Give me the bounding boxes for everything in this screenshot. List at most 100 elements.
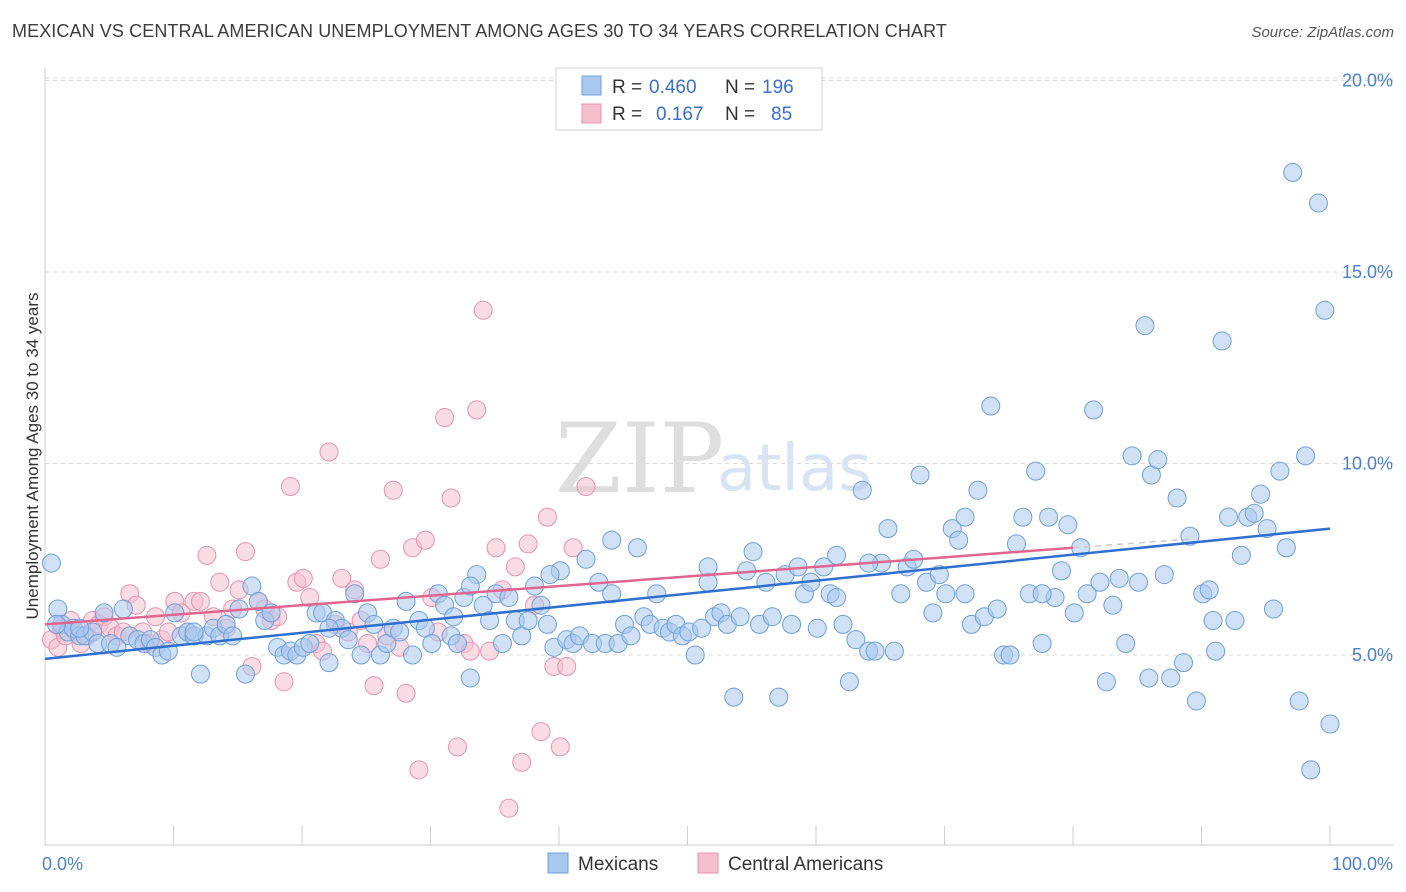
mexicans-point [1301, 760, 1321, 780]
mexicans-point [1090, 572, 1110, 592]
mexicans-point [621, 626, 641, 646]
central-americans-point [447, 737, 467, 757]
mexicans-point [1096, 672, 1116, 692]
trend-lines [44, 527, 1331, 661]
mexicans-point [743, 542, 763, 562]
x-tick-label-0: 0.0% [42, 854, 83, 874]
mexicans-point [1026, 461, 1046, 481]
mexicans-point [846, 630, 866, 650]
legend-n-label-2: N = [725, 104, 755, 125]
central-americans-point [441, 488, 461, 508]
mexicans-point [1315, 300, 1335, 320]
central-americans-point [383, 480, 403, 500]
legend-n-value-1: 196 [762, 77, 794, 98]
central-americans-point [396, 683, 416, 703]
central-americans-point [435, 408, 455, 428]
mexicans-point [1161, 668, 1181, 688]
mexicans-point [1186, 691, 1206, 711]
mexicans-point [1032, 584, 1052, 604]
grid-lines [45, 77, 1393, 656]
central-americans-point [293, 568, 313, 588]
mexicans-point [165, 603, 185, 623]
central-americans-point [557, 656, 577, 676]
mexicans-point [1013, 507, 1033, 527]
central-americans-point [467, 400, 487, 420]
mexicans-point [531, 595, 551, 615]
mexicans-point [827, 545, 847, 565]
mexicans-point [422, 634, 442, 654]
mexicans-point [113, 599, 133, 619]
mexicans-point [647, 584, 667, 604]
mexicans-point [1218, 507, 1238, 527]
mexicans-point [602, 584, 622, 604]
mexicans-point [1212, 331, 1232, 351]
legend-swatch-central-americans [581, 103, 602, 124]
central-americans-point [537, 507, 557, 527]
mexicans-point [390, 622, 410, 642]
mexicans-point [537, 614, 557, 634]
mexicans-point [396, 591, 416, 611]
central-americans-points [41, 300, 596, 818]
mexicans-point [460, 576, 480, 596]
mexicans-point [698, 557, 718, 577]
central-americans-point [409, 760, 429, 780]
mexicans-point [460, 668, 480, 688]
mexicans-point [184, 622, 204, 642]
mexicans-point [345, 584, 365, 604]
mexicans-point [878, 519, 898, 539]
mexicans-point [1122, 446, 1142, 466]
mexicans-points [41, 162, 1340, 780]
central-americans-point [190, 591, 210, 611]
central-americans-point [197, 545, 217, 565]
mexicans-trend-line [44, 527, 1331, 661]
mexicans-point [1103, 595, 1123, 615]
mexicans-point [762, 607, 782, 627]
mexicans-point [1251, 484, 1271, 504]
mexicans-point [1257, 519, 1277, 539]
mexicans-point [1135, 316, 1155, 336]
mexicans-point [1084, 400, 1104, 420]
central-americans-point [505, 557, 525, 577]
mexicans-point [891, 584, 911, 604]
mexicans-point [833, 614, 853, 634]
mexicans-point [1296, 446, 1316, 466]
mexicans-point [1308, 193, 1328, 213]
mexicans-point [525, 576, 545, 596]
mexicans-point [1006, 534, 1026, 554]
mexicans-point [1180, 526, 1200, 546]
mexicans-point [190, 664, 210, 684]
mexicans-point [1270, 461, 1290, 481]
central-americans-point [370, 549, 390, 569]
central-americans-point [364, 676, 384, 696]
central-americans-point [499, 798, 519, 818]
mexicans-point [949, 530, 969, 550]
mexicans-point [540, 565, 560, 585]
legend-r-value-2: 0.167 [656, 104, 704, 125]
central-americans-point [415, 530, 435, 550]
mexicans-point [968, 480, 988, 500]
series-legend-swatch-central-americans [697, 852, 719, 874]
central-americans-point [332, 568, 352, 588]
mexicans-point [1032, 634, 1052, 654]
mexicans-point [1051, 561, 1071, 581]
mexicans-point [1276, 538, 1296, 558]
central-americans-point [512, 752, 532, 772]
mexicans-point [769, 687, 789, 707]
mexicans-point [685, 645, 705, 665]
correlation-legend: R = 0.460 N = 196 R = 0.167 N = 85 [555, 67, 823, 131]
mexicans-point [1139, 668, 1159, 688]
mexicans-point [1203, 611, 1223, 631]
mexicans-point [929, 565, 949, 585]
central-americans-point [531, 722, 551, 742]
mexicans-point [518, 611, 538, 631]
legend-n-value-2: 85 [771, 104, 792, 125]
mexicans-point [338, 630, 358, 650]
tick-labels: 5.0% 10.0% 15.0% 20.0% 0.0% 100.0% [42, 71, 1393, 875]
mexicans-point [235, 664, 255, 684]
series-legend-mexicans: Mexicans [578, 854, 658, 875]
mexicans-point [955, 584, 975, 604]
central-americans-point [550, 737, 570, 757]
mexicans-point [955, 507, 975, 527]
legend-r-label-1: R = [612, 77, 642, 98]
mexicans-point [756, 572, 776, 592]
